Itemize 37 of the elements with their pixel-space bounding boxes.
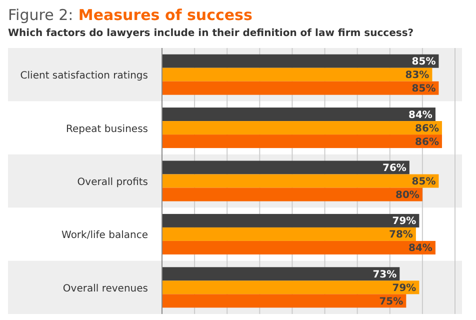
data-label: 79%	[392, 216, 416, 228]
y-tick-label: Overall profits	[77, 177, 148, 188]
data-label: 84%	[408, 243, 432, 254]
bar	[162, 174, 439, 188]
data-label: 85%	[412, 84, 436, 95]
data-label: 79%	[392, 282, 416, 294]
data-label: 86%	[415, 123, 439, 134]
bar	[162, 121, 442, 135]
chart-title: Figure 2: Measures of success	[8, 6, 252, 24]
bar	[162, 240, 436, 254]
bar	[162, 214, 420, 228]
data-label: 78%	[388, 230, 413, 241]
data-label: 83%	[405, 70, 430, 82]
data-label: 85%	[412, 56, 436, 68]
bar	[162, 134, 442, 148]
y-tick-label: Repeat business	[66, 124, 148, 135]
bar	[162, 68, 432, 82]
y-tick-label: Overall revenues	[62, 283, 148, 294]
bar	[162, 280, 420, 294]
bar	[162, 54, 439, 68]
chart-subtitle: Which factors do lawyers include in their definition of law firm success?	[8, 28, 414, 39]
bar	[162, 227, 416, 241]
data-label: 85%	[412, 176, 436, 188]
data-label: 86%	[415, 136, 439, 148]
data-label: 84%	[408, 110, 432, 121]
y-tick-label: Client satisfaction ratings	[20, 70, 148, 82]
bar	[162, 188, 422, 202]
bar	[162, 267, 400, 281]
data-label: 76%	[382, 163, 406, 174]
data-label: 80%	[396, 190, 420, 201]
bar	[162, 294, 406, 308]
data-label: 75%	[379, 296, 404, 308]
bar	[162, 108, 436, 122]
bar	[162, 160, 410, 174]
bar	[162, 81, 439, 95]
data-label: 73%	[372, 269, 397, 280]
y-tick-label: Work/life balance	[62, 230, 148, 242]
